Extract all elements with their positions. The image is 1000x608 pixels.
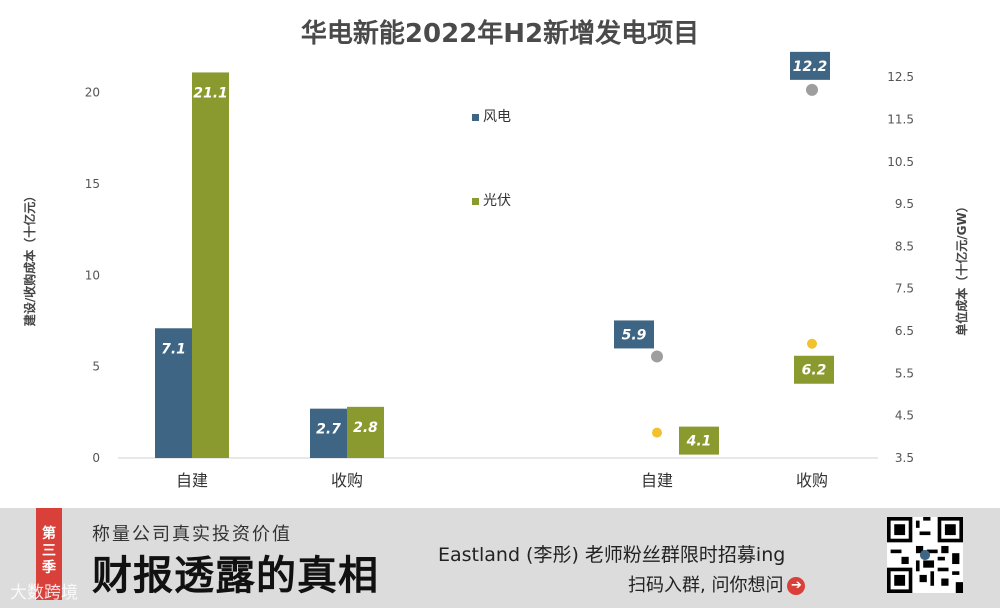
chart-title: 华电新能2022年H2新增发电项目 — [301, 18, 699, 49]
watermark: 大数跨境 — [10, 583, 78, 603]
bar-label: 21.1 — [193, 85, 228, 101]
unit-label-box — [794, 355, 834, 384]
legend-label: 光伏 — [483, 193, 511, 209]
unit-point — [651, 350, 663, 363]
right-tick-label: 7.5 — [895, 282, 914, 296]
qr-code[interactable] — [887, 517, 963, 593]
right-tick-label: 5.5 — [895, 366, 914, 380]
left-tick-label: 5 — [92, 360, 100, 374]
right-tick-label: 12.5 — [887, 70, 914, 84]
unit-label: 6.2 — [802, 363, 827, 379]
x-category-label: 自建 — [641, 471, 673, 490]
banner-title: 财报透露的真相 — [92, 552, 379, 599]
unit-label: 12.2 — [793, 59, 828, 75]
cta-label: 扫码入群, 问你想问 — [628, 575, 784, 596]
unit-label: 4.1 — [686, 434, 712, 450]
left-tick-label: 20 — [85, 86, 100, 100]
legend-swatch — [472, 198, 479, 205]
arrow-right-icon: ➔ — [787, 577, 806, 595]
bar-label: 2.8 — [353, 420, 378, 436]
unit-point — [806, 83, 818, 96]
right-tick-label: 10.5 — [887, 155, 914, 169]
legend-swatch — [472, 114, 479, 121]
x-category-label: 收购 — [796, 471, 828, 490]
unit-label-box — [790, 51, 830, 80]
promo-text: Eastland (李彤) 老师粉丝群限时招募ing — [438, 544, 786, 566]
bar — [155, 328, 192, 458]
bar — [192, 72, 229, 458]
left-tick-label: 10 — [85, 268, 100, 282]
bar — [347, 406, 384, 458]
right-tick-label: 8.5 — [895, 239, 914, 253]
unit-label-box — [679, 426, 719, 455]
unit-point — [652, 427, 662, 438]
bar-label: 2.7 — [316, 422, 341, 438]
right-tick-label: 9.5 — [895, 197, 914, 211]
right-axis-label: 单位成本（十亿元/GW） — [954, 200, 969, 335]
season-badge: 第三季 — [36, 508, 62, 600]
x-category-label: 自建 — [176, 471, 208, 490]
right-tick-label: 4.5 — [895, 409, 914, 423]
left-axis-label: 建设/收购成本（十亿元） — [22, 190, 37, 327]
right-tick-label: 3.5 — [895, 451, 914, 465]
left-tick-label: 0 — [92, 451, 100, 465]
promo-banner — [0, 508, 1000, 608]
bar — [310, 408, 347, 458]
chart: 华电新能2022年H2新增发电项目 0 5 10 15 20 3.5 4.5 5.5 6.5 7.5… — [22, 18, 969, 490]
legend-label: 风电 — [483, 109, 511, 125]
unit-label-box — [614, 320, 654, 349]
x-category-label: 收购 — [331, 471, 363, 490]
unit-point — [807, 338, 817, 349]
right-tick-label: 11.5 — [887, 112, 914, 126]
bar-label: 7.1 — [161, 341, 186, 357]
right-tick-label: 6.5 — [895, 324, 914, 338]
cta-text[interactable]: 扫码入群, 问你想问 ➔ — [628, 571, 806, 597]
banner-subtitle: 称量公司真实投资价值 — [92, 524, 292, 545]
unit-label: 5.9 — [622, 327, 647, 343]
left-tick-label: 15 — [85, 177, 100, 191]
